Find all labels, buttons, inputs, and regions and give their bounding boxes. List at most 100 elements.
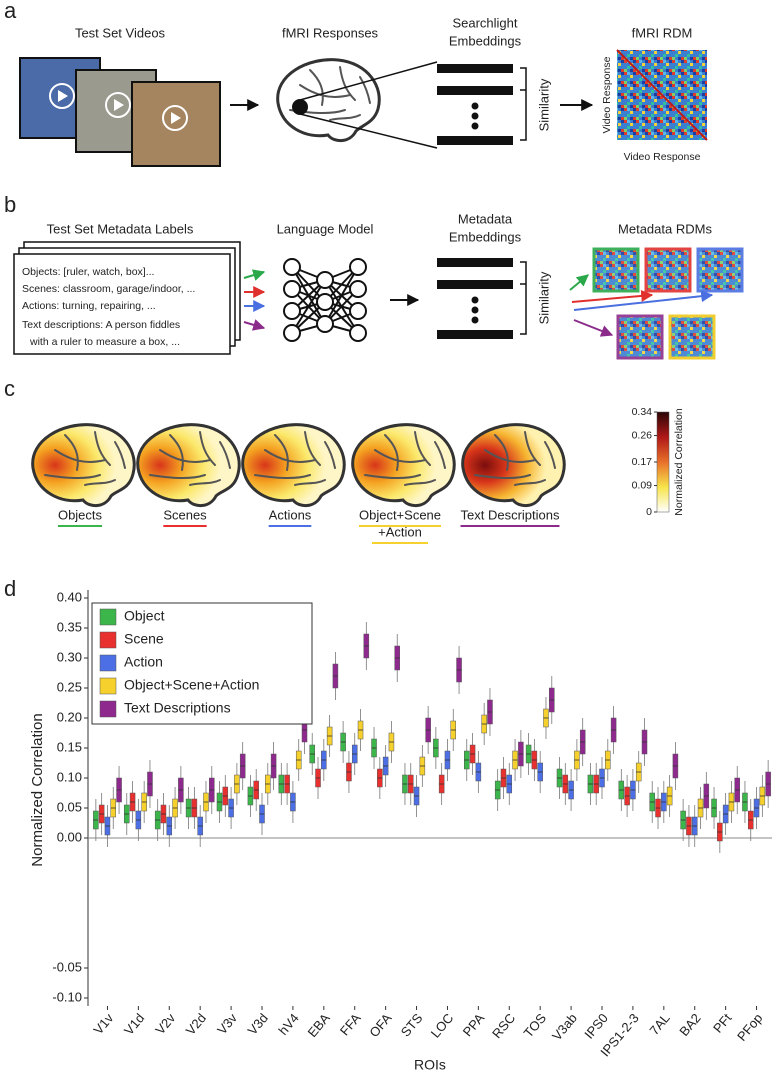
brain-outline [31, 423, 136, 507]
model-title: Language Model [277, 221, 374, 236]
y-tick-label: 0.05 [57, 799, 82, 814]
x-tick-label: hV4 [275, 1010, 301, 1037]
colorbar-tick-label: 0 [646, 506, 652, 518]
legend-label: Object+Scene+Action [124, 677, 259, 693]
brain-sulci [149, 431, 231, 486]
legend-swatch [99, 677, 117, 695]
legend-label: Object [124, 608, 165, 624]
legend-swatch [99, 654, 117, 672]
bracket [520, 261, 527, 335]
metadata-rdms [592, 247, 744, 360]
brain-maps: Objects Scenes Actions Object+Scene +Action T… [31, 423, 566, 544]
brain-outline [241, 423, 346, 507]
x-tick-label: LOC [428, 1010, 457, 1040]
y-tick-label: 0.10 [57, 769, 82, 784]
embedding-bars [437, 64, 513, 145]
y-axis-label: Normalized Correlation [29, 713, 46, 866]
legend-label: Action [124, 654, 163, 670]
map-label: Scenes [163, 507, 207, 522]
x-tick-label: EBA [305, 1010, 333, 1040]
brain-sulci [364, 431, 446, 486]
y-tick-label: -0.10 [52, 989, 82, 1004]
arrow [573, 290, 714, 311]
videos-title: Test Set Videos [75, 25, 166, 40]
brain-outline [461, 423, 566, 507]
y-tick-label: 0.30 [57, 649, 82, 664]
fmri-title: fMRI Responses [282, 25, 379, 40]
brain-map [351, 423, 456, 507]
legend-frame [91, 602, 313, 725]
legend: Object Scene Action Object+Scene+Action Text… [91, 602, 313, 725]
panel-label: d [4, 576, 16, 601]
brain-sulci [474, 431, 556, 486]
metadata-title: Test Set Metadata Labels [47, 221, 194, 236]
x-tick-label: V1d [121, 1010, 147, 1037]
y-tick-label: 0.00 [57, 829, 82, 844]
x-tick-label: V2v [152, 1010, 178, 1037]
map-label: Object+Scene [359, 507, 441, 522]
rdm-title: fMRI RDM [632, 25, 693, 40]
x-axis-label: ROIs [414, 1057, 446, 1073]
legend-swatch [99, 608, 117, 626]
x-tick-label: 7AL [646, 1010, 672, 1037]
arrow [243, 269, 266, 281]
embeddings-title: Embeddings [449, 33, 522, 48]
colorbar-tick-label: 0.26 [632, 429, 653, 441]
video-frames [19, 57, 221, 167]
y-tick-label: 0.35 [57, 619, 82, 634]
y-tick-label: 0.25 [57, 679, 82, 694]
y-tick-label: 0.20 [57, 709, 82, 724]
brain-outline [136, 423, 241, 507]
y-tick-label: -0.05 [52, 959, 82, 974]
arrow [573, 319, 614, 337]
arrow [569, 274, 589, 291]
metadata-line: Actions: turning, repairing, ... [22, 300, 156, 312]
rdm-axis-label: Video Response [624, 151, 701, 163]
zoom-line [299, 113, 438, 149]
brain-outline [351, 423, 456, 507]
colorbar-tick-label: 0.17 [632, 456, 653, 468]
rdm-diagonal [616, 49, 708, 141]
x-tick-label: PFop [734, 1010, 765, 1043]
colorbar: 0 0.09 0.17 0.26 0.34 Normalized Correlation [632, 406, 685, 518]
map-label: Text Descriptions [461, 507, 560, 522]
box-chart: 0.00 0.05 0.10 0.15 0.20 0.25 0.30 0.35 0.40 -0.0… [29, 589, 772, 1073]
x-tick-label: FFA [337, 1010, 364, 1038]
brain-sulci [254, 431, 336, 486]
x-tick-label: IPS0 [581, 1010, 611, 1041]
x-tick-label: V3d [245, 1010, 271, 1037]
colorbar-scale [656, 411, 670, 513]
panel-label: b [4, 192, 16, 217]
x-tick-label: RSC [489, 1010, 518, 1041]
brain-sulci [44, 431, 126, 486]
brain-map [31, 423, 136, 507]
rdm-axis-label: Video Response [601, 56, 613, 133]
metadata-line: Scenes: classroom, garage/indoor, ... [22, 283, 195, 295]
map-label: Actions [269, 507, 312, 522]
x-tick-label: PPA [460, 1010, 488, 1039]
similarity-label: Similarity [536, 78, 551, 131]
colorbar-tick-label: 0.09 [632, 479, 653, 491]
x-tick-label: V3ab [549, 1010, 580, 1043]
legend-swatch [99, 700, 117, 718]
legend-swatch [99, 631, 117, 649]
brain [276, 58, 381, 143]
x-tick-label: V3v [214, 1010, 240, 1037]
metadata-lines: Objects: [ruler, watch, box]... Scenes: c… [22, 266, 195, 348]
panel-label: a [4, 0, 17, 23]
network [283, 258, 367, 342]
bracket [520, 67, 527, 141]
brain-map [136, 423, 241, 507]
panel-label: c [4, 376, 15, 401]
map-label: +Action [378, 524, 422, 539]
x-tick-label: OFA [366, 1010, 394, 1040]
embeddings-title: Embeddings [449, 229, 522, 244]
arrow [243, 319, 266, 331]
metadata-line: with a ruler to measure a box, ... [29, 336, 180, 348]
zoom-line [299, 61, 438, 101]
metadata-line: Objects: [ruler, watch, box]... [22, 266, 154, 278]
arrow [571, 289, 654, 303]
embeddings-title: Metadata [458, 211, 513, 226]
label-cards [13, 241, 241, 355]
